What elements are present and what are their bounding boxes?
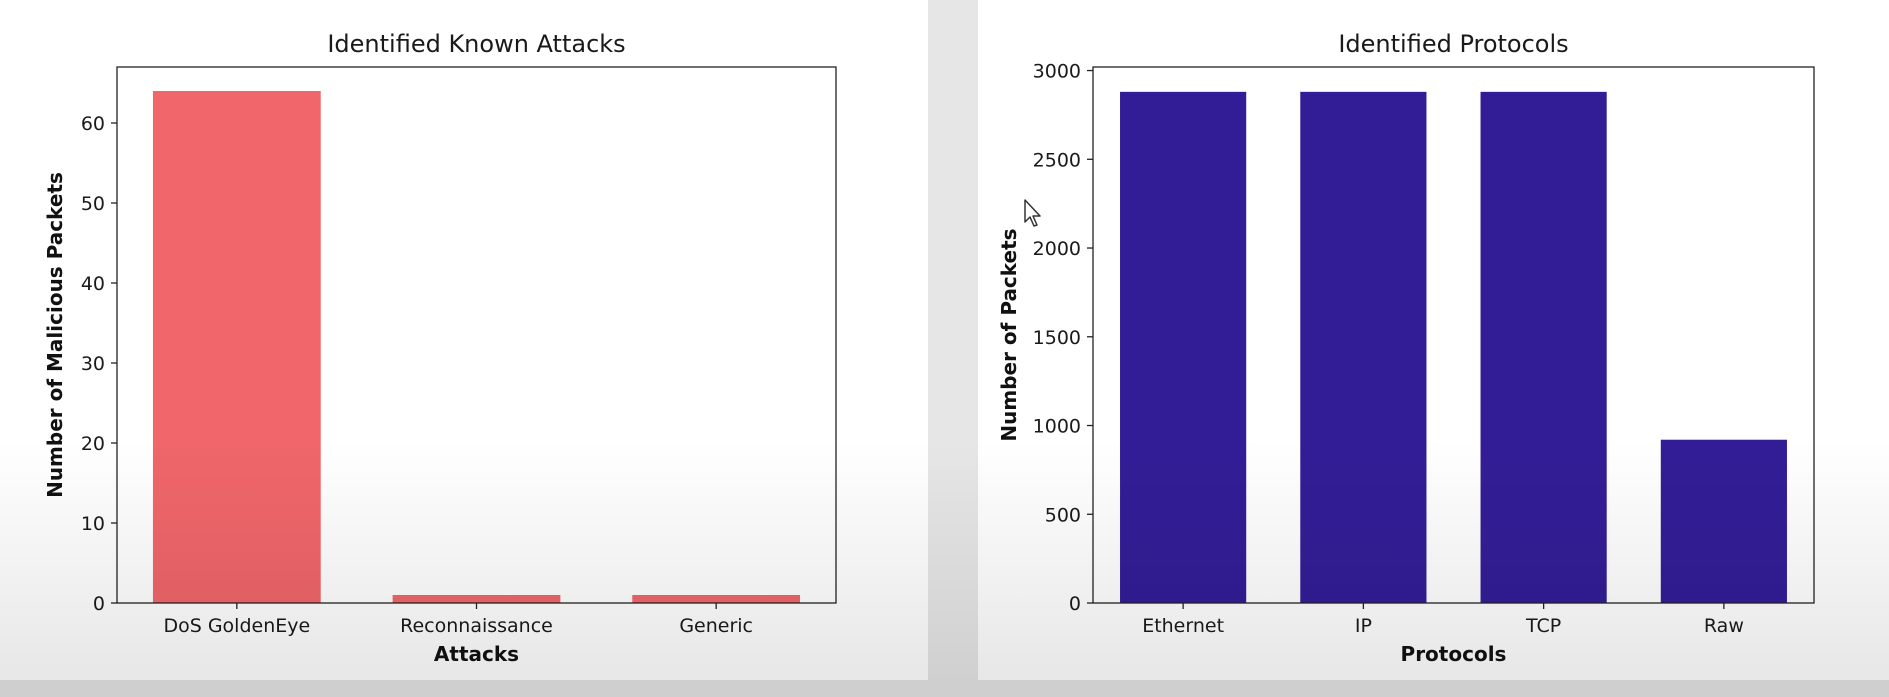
y-tick-label: 60 [81,113,105,135]
x-tick-label: DoS GoldenEye [163,615,310,637]
x-tick-label: IP [1355,615,1372,637]
y-tick-label: 40 [81,273,105,295]
y-tick-label: 3000 [1033,61,1081,83]
y-tick-label: 2000 [1033,238,1081,260]
bar-reconnaissance [392,595,561,603]
y-axis-label: Number of Packets [997,228,1021,441]
y-tick-label: 30 [81,353,105,375]
bottom-bar [0,680,1889,697]
x-tick-label: Generic [679,615,753,637]
x-tick-label: Reconnaissance [400,615,553,637]
chart-title: Identified Known Attacks [327,30,625,58]
attacks-chart: Identified Known Attacks Attacks Number … [43,30,837,666]
bar-generic [632,595,801,603]
x-axis-label: Attacks [434,642,519,666]
x-tick-label: TCP [1525,615,1561,637]
y-tick-label: 1000 [1033,416,1081,438]
x-tick-label: Raw [1704,615,1744,637]
x-tick-label: Ethernet [1142,615,1224,637]
y-axis-label: Number of Malicious Packets [43,172,67,498]
y-tick-label: 20 [81,433,105,455]
plot-frame [1092,66,1815,604]
plot-frame [116,66,837,604]
y-tick-label: 2500 [1033,149,1081,171]
y-tick-label: 0 [1069,593,1081,615]
mouse-cursor-icon [1024,199,1041,227]
bar-tcp [1480,91,1607,603]
y-tick-label: 10 [81,513,105,535]
y-tick-label: 500 [1045,504,1081,526]
x-axis-label: Protocols [1401,642,1507,666]
bar-raw [1660,439,1787,603]
protocols-chart: Identified Protocols Protocols Number of… [997,30,1815,666]
bar-ethernet [1120,91,1247,603]
panel-divider [928,0,978,680]
y-tick-label: 0 [93,593,105,615]
bar-dos-goldeneye [152,91,321,603]
y-tick-label: 1500 [1033,327,1081,349]
bar-ip [1300,91,1427,603]
y-tick-label: 50 [81,193,105,215]
chart-title: Identified Protocols [1338,30,1568,58]
